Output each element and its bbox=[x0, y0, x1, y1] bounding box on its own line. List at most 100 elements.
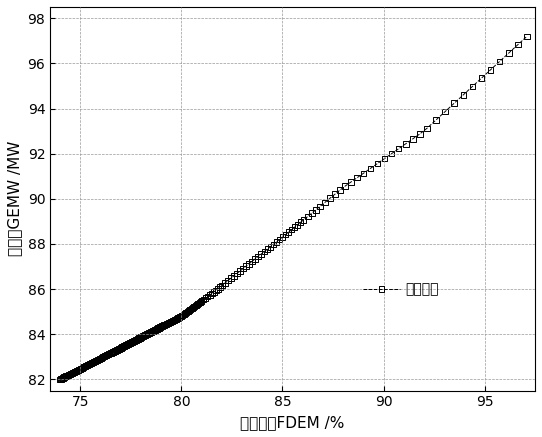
Point bbox=[88, 359, 97, 366]
Point bbox=[139, 333, 147, 340]
Point bbox=[127, 339, 136, 346]
Point bbox=[104, 351, 112, 358]
Point bbox=[125, 340, 133, 347]
Point bbox=[76, 365, 85, 372]
Point bbox=[66, 371, 75, 378]
Point bbox=[278, 234, 287, 241]
Point bbox=[291, 224, 299, 231]
Point bbox=[137, 334, 145, 341]
Point bbox=[224, 277, 233, 284]
Point bbox=[251, 256, 260, 263]
Point bbox=[296, 219, 305, 226]
Point bbox=[227, 275, 235, 282]
Point bbox=[93, 356, 102, 363]
Point bbox=[209, 288, 218, 295]
Point bbox=[162, 321, 171, 328]
Point bbox=[89, 358, 98, 365]
Point bbox=[83, 362, 92, 369]
Point bbox=[151, 326, 159, 333]
Point bbox=[180, 310, 189, 317]
Point bbox=[190, 303, 199, 310]
Point bbox=[238, 265, 247, 272]
Point bbox=[120, 343, 128, 350]
Point bbox=[335, 187, 344, 194]
Point bbox=[124, 340, 132, 347]
Y-axis label: 功率值GEMW /MW: 功率值GEMW /MW bbox=[7, 141, 22, 257]
Point bbox=[409, 135, 417, 142]
Point bbox=[82, 362, 91, 369]
Point bbox=[87, 360, 96, 367]
Point bbox=[275, 236, 284, 243]
Point bbox=[77, 365, 86, 372]
Point bbox=[105, 350, 114, 357]
Point bbox=[63, 372, 72, 379]
Point bbox=[373, 160, 382, 167]
Point bbox=[62, 373, 70, 380]
Point bbox=[486, 66, 495, 73]
Point bbox=[114, 345, 123, 352]
Point bbox=[432, 116, 441, 123]
Point bbox=[149, 327, 158, 334]
Point bbox=[185, 307, 194, 314]
Point bbox=[72, 368, 81, 375]
Point bbox=[130, 337, 138, 344]
Point bbox=[477, 75, 486, 82]
Point bbox=[171, 316, 180, 323]
Point bbox=[95, 355, 104, 362]
Point bbox=[140, 332, 149, 339]
Point bbox=[380, 155, 389, 162]
Point bbox=[170, 316, 179, 323]
Point bbox=[107, 349, 116, 356]
Point bbox=[146, 329, 154, 336]
Point bbox=[96, 355, 105, 362]
Point bbox=[142, 331, 151, 338]
Point bbox=[153, 325, 162, 332]
X-axis label: 总阀位值FDEM /%: 总阀位值FDEM /% bbox=[241, 415, 345, 430]
Point bbox=[101, 352, 110, 359]
Point bbox=[175, 314, 184, 321]
Point bbox=[122, 341, 131, 348]
Point bbox=[74, 366, 83, 373]
Point bbox=[121, 342, 130, 349]
Point bbox=[341, 183, 350, 190]
Point bbox=[416, 130, 424, 137]
Point bbox=[98, 354, 106, 361]
Point bbox=[150, 327, 158, 334]
Point bbox=[90, 358, 99, 365]
Point bbox=[141, 332, 150, 339]
Point bbox=[450, 100, 459, 107]
Point bbox=[269, 241, 278, 248]
Point bbox=[158, 323, 166, 329]
Point bbox=[169, 317, 178, 324]
Point bbox=[56, 376, 64, 383]
Point bbox=[157, 323, 165, 330]
Point bbox=[347, 178, 356, 185]
Point bbox=[152, 326, 160, 333]
Point bbox=[168, 317, 177, 324]
Point bbox=[78, 364, 87, 371]
Point bbox=[67, 370, 76, 377]
Point bbox=[91, 357, 100, 364]
Point bbox=[194, 300, 203, 307]
Point bbox=[186, 306, 195, 313]
Point bbox=[159, 322, 167, 329]
Point bbox=[69, 369, 78, 376]
Point bbox=[312, 206, 320, 213]
Point bbox=[58, 375, 67, 382]
Point bbox=[145, 329, 153, 336]
Point bbox=[133, 336, 141, 343]
Point bbox=[230, 272, 238, 279]
Point bbox=[92, 357, 101, 364]
Point bbox=[156, 324, 165, 331]
Point bbox=[70, 368, 79, 375]
Point bbox=[64, 371, 73, 378]
Point bbox=[65, 371, 74, 378]
Point bbox=[263, 246, 272, 253]
Point bbox=[266, 243, 275, 250]
Point bbox=[176, 313, 185, 320]
Point bbox=[179, 311, 188, 318]
Point bbox=[188, 305, 197, 312]
Point bbox=[134, 335, 143, 342]
Point bbox=[331, 191, 339, 198]
Point bbox=[257, 250, 266, 257]
